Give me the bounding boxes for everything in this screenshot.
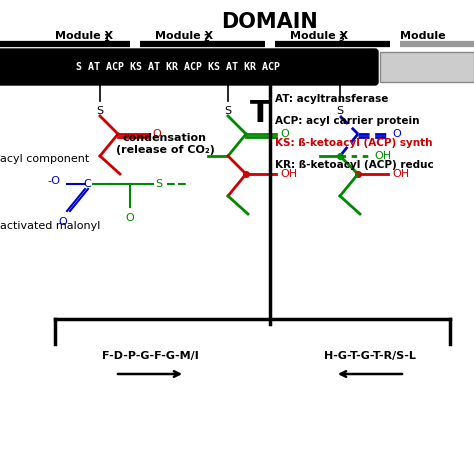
Text: O: O — [152, 129, 161, 139]
Text: 3: 3 — [338, 34, 344, 43]
Text: Module X: Module X — [155, 31, 213, 41]
Text: KS: ß-ketoacyl (ACP) synth: KS: ß-ketoacyl (ACP) synth — [275, 138, 432, 148]
Text: O: O — [392, 129, 401, 139]
Text: O: O — [59, 217, 67, 227]
Text: acyl component: acyl component — [0, 154, 89, 164]
Text: Module: Module — [400, 31, 446, 41]
Text: activated malonyl: activated malonyl — [0, 221, 100, 231]
Text: 1: 1 — [103, 34, 109, 43]
Text: O: O — [280, 129, 289, 139]
Text: S: S — [224, 106, 232, 116]
Text: C: C — [83, 179, 91, 189]
Text: OH: OH — [374, 151, 391, 161]
Text: KR: ß-ketoacyl (ACP) reduc: KR: ß-ketoacyl (ACP) reduc — [275, 160, 434, 170]
Text: F-D-P-G-F-G-M/I: F-D-P-G-F-G-M/I — [101, 351, 199, 361]
Text: DOMAIN: DOMAIN — [222, 12, 319, 32]
Text: T: T — [250, 99, 270, 128]
Text: S AT ACP KS AT KR ACP KS AT KR ACP: S AT ACP KS AT KR ACP KS AT KR ACP — [76, 62, 280, 72]
Text: S: S — [155, 179, 162, 189]
Text: condensation
(release of CO₂): condensation (release of CO₂) — [116, 133, 214, 155]
Text: S: S — [96, 106, 103, 116]
Text: OH: OH — [392, 169, 409, 179]
Text: Module X: Module X — [55, 31, 113, 41]
Text: ACP: acyl carrier protein: ACP: acyl carrier protein — [275, 116, 419, 126]
Bar — [380, 52, 474, 82]
Text: -O: -O — [47, 176, 60, 186]
Text: Module X: Module X — [290, 31, 348, 41]
Text: AT: acyltransferase: AT: acyltransferase — [275, 94, 388, 104]
FancyBboxPatch shape — [0, 49, 378, 85]
Text: O: O — [126, 213, 134, 223]
Text: S: S — [337, 106, 344, 116]
Text: 2: 2 — [203, 34, 209, 43]
Text: OH: OH — [280, 169, 297, 179]
Text: H-G-T-G-T-R/S-L: H-G-T-G-T-R/S-L — [324, 351, 416, 361]
